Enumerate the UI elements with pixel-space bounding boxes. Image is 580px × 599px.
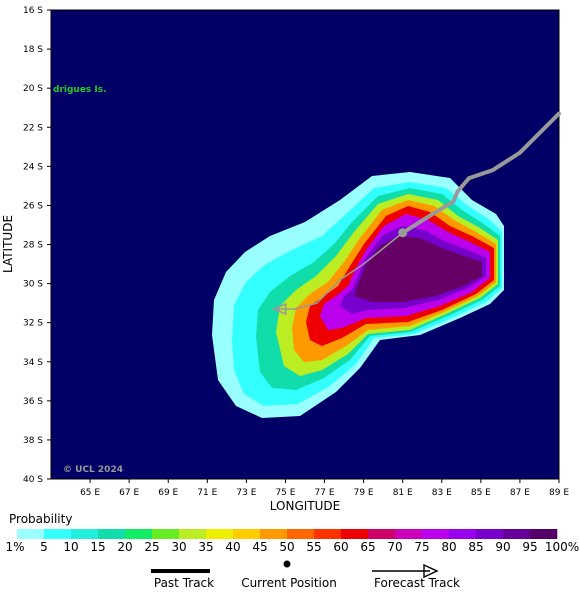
y-tick-label: 32 S	[23, 319, 43, 329]
y-tick-label: 38 S	[23, 436, 43, 446]
scale-swatch	[449, 529, 477, 539]
scale-swatch	[179, 529, 207, 539]
y-tick-label: 20 S	[23, 84, 43, 94]
x-tick-label: 65 E	[80, 488, 100, 498]
scale-swatch	[125, 529, 153, 539]
probability-swath	[212, 172, 504, 418]
past-track-key-label: Past Track	[153, 576, 215, 590]
x-tick-label: 73 E	[236, 488, 256, 498]
x-tick-label: 81 E	[393, 488, 413, 498]
scale-label: 40	[225, 540, 241, 554]
scale-swatch	[287, 529, 315, 539]
scale-swatch	[260, 529, 288, 539]
x-axis-ticks: 65 E 67 E 69 E 71 E 73 E 75 E 77 E 79 E 81 E 83 E…	[80, 479, 569, 498]
x-tick-label: 83 E	[432, 488, 452, 498]
scale-swatch	[530, 529, 558, 539]
scale-swatch	[44, 529, 72, 539]
forecast-arrowhead	[271, 302, 287, 316]
x-tick-label: 71 E	[197, 488, 217, 498]
current-position-marker	[398, 228, 408, 238]
scale-label: 55	[306, 540, 322, 554]
y-tick-label: 16 S	[23, 6, 43, 16]
scale-label: 50	[279, 540, 295, 554]
scale-swatch	[98, 529, 126, 539]
y-axis-title: LATITUDE	[1, 215, 15, 273]
scale-label: 15	[90, 540, 106, 554]
scale-swatch	[71, 529, 99, 539]
probability-color-scale	[17, 529, 558, 539]
y-tick-label: 36 S	[23, 397, 43, 407]
forecast-track-line	[273, 232, 404, 310]
scale-label: 1%	[5, 540, 25, 554]
x-tick-label: 67 E	[119, 488, 139, 498]
scale-label: 25	[144, 540, 160, 554]
scale-label: 60	[333, 540, 349, 554]
scale-swatch	[206, 529, 234, 539]
x-tick-label: 89 E	[549, 488, 569, 498]
scale-label: 75	[414, 540, 430, 554]
x-axis-title: LONGITUDE	[270, 499, 340, 513]
scale-swatch	[233, 529, 261, 539]
scale-label: 80	[441, 540, 457, 554]
scale-label: 10	[63, 540, 79, 554]
scale-label: 5	[40, 540, 48, 554]
probability-scale-title: Probability	[9, 512, 73, 526]
y-tick-label: 30 S	[23, 280, 43, 290]
past-track-line	[400, 111, 561, 235]
scale-swatch	[17, 529, 45, 539]
scale-label: 95	[522, 540, 538, 554]
prob-contour-95	[354, 236, 482, 302]
scale-swatch	[395, 529, 423, 539]
scale-swatch	[152, 529, 180, 539]
scale-swatch	[314, 529, 342, 539]
x-tick-label: 69 E	[158, 488, 178, 498]
place-label: drigues Is.	[53, 85, 107, 95]
scale-swatch	[341, 529, 369, 539]
y-tick-label: 34 S	[23, 358, 43, 368]
scale-swatch	[503, 529, 531, 539]
y-tick-label: 24 S	[23, 162, 43, 172]
y-tick-label: 18 S	[23, 45, 43, 55]
y-tick-label: 22 S	[23, 123, 43, 133]
scale-label: 90	[495, 540, 511, 554]
scale-label: 65	[360, 540, 376, 554]
scale-swatch	[368, 529, 396, 539]
forecast-track-key-label: Forecast Track	[374, 576, 460, 590]
current-position-key-label: Current Position	[241, 576, 337, 590]
scale-swatch	[422, 529, 450, 539]
x-tick-label: 87 E	[510, 488, 530, 498]
scale-label: 70	[387, 540, 403, 554]
scale-label: 30	[171, 540, 187, 554]
scale-label: 45	[252, 540, 268, 554]
x-tick-label: 77 E	[315, 488, 335, 498]
x-tick-label: 79 E	[354, 488, 374, 498]
current-position-key-dot	[283, 560, 291, 568]
scale-label: 100%	[544, 540, 580, 554]
y-axis-ticks: 16 S 18 S 20 S 22 S 24 S 26 S 28 S 30 S 32 S 34 S…	[23, 6, 51, 485]
scale-label: 35	[198, 540, 214, 554]
x-tick-label: 85 E	[471, 488, 491, 498]
y-tick-label: 26 S	[23, 201, 43, 211]
scale-label: 20	[117, 540, 133, 554]
credit-label: © UCL 2024	[63, 465, 123, 475]
x-tick-label: 75 E	[275, 488, 295, 498]
scale-label: 85	[468, 540, 484, 554]
forecast-track-key-arrowhead	[423, 563, 439, 579]
y-tick-label: 28 S	[23, 241, 43, 251]
y-tick-label: 40 S	[23, 475, 43, 485]
scale-swatch	[476, 529, 504, 539]
